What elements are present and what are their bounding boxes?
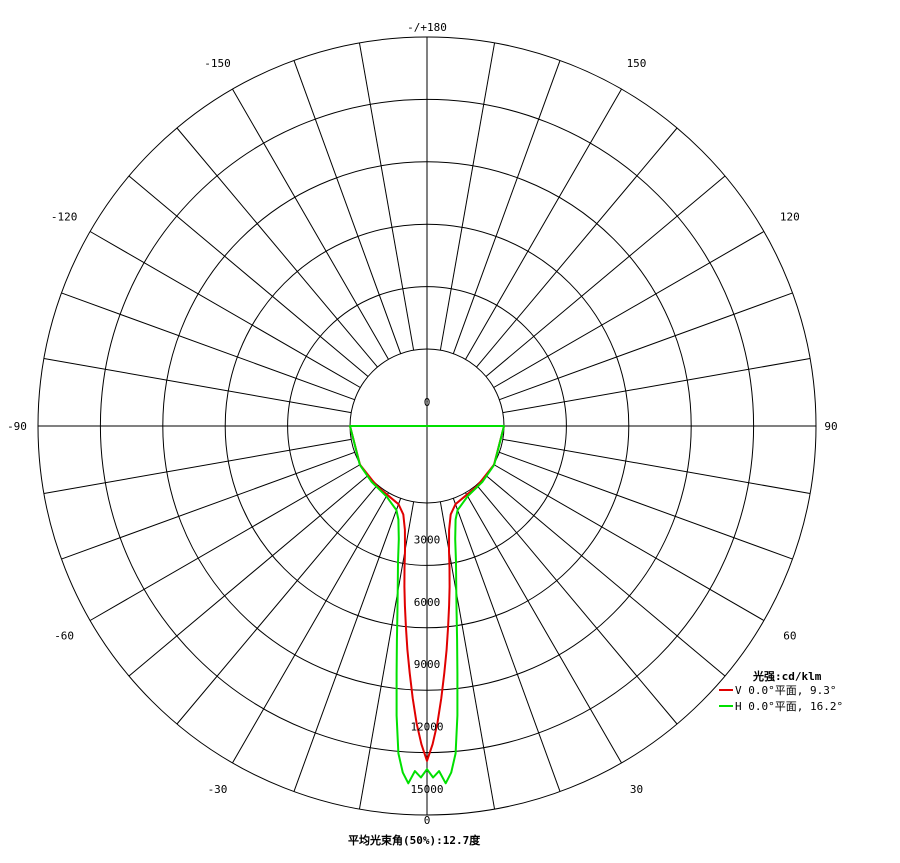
legend-items: V 0.0°平面, 9.3° H 0.0°平面, 16.2° (719, 684, 843, 713)
grid-spoke (43, 438, 352, 495)
grid-spoke (232, 88, 389, 360)
grid-spoke (485, 175, 726, 377)
angle-label: 150 (627, 57, 647, 70)
angle-label: -120 (51, 211, 78, 224)
radial-tick-label: 12000 (410, 721, 443, 734)
grid-spoke (485, 475, 726, 677)
polar-spokes (38, 37, 816, 815)
angle-label: 30 (630, 783, 643, 796)
grid-spoke (502, 357, 811, 414)
grid-spoke (439, 42, 496, 351)
grid-spoke (128, 175, 369, 377)
grid-spoke (493, 464, 765, 621)
legend: 光强:cd/klm V 0.0°平面, 9.3° H 0.0°平面, 16.2° (719, 669, 843, 713)
angle-label: -90 (7, 420, 27, 433)
intensity-curves (349, 425, 505, 785)
grid-spoke (61, 292, 355, 401)
grid-spoke (89, 231, 361, 388)
intensity-curve (349, 425, 505, 762)
grid-spoke (43, 357, 352, 414)
grid-spoke (499, 292, 793, 401)
angle-label: -150 (204, 57, 231, 70)
grid-spoke (476, 484, 678, 725)
radial-tick-label: 6000 (414, 596, 441, 609)
angle-label: -60 (54, 630, 74, 643)
grid-spoke (465, 492, 622, 764)
angle-label: 0 (424, 814, 431, 827)
grid-spoke (176, 127, 378, 368)
grid-spoke (293, 498, 402, 792)
grid-spoke (465, 88, 622, 360)
grid-spoke (452, 60, 561, 354)
grid-spoke (176, 484, 378, 725)
legend-title: 光强:cd/klm (752, 669, 822, 683)
angle-label: -30 (208, 783, 228, 796)
grid-spoke (476, 127, 678, 368)
grid-spoke (502, 438, 811, 495)
grid-spoke (499, 451, 793, 560)
grid-spoke (89, 464, 361, 621)
legend-label: H 0.0°平面, 16.2° (735, 700, 843, 713)
grid-spoke (452, 498, 561, 792)
angle-labels: -/+180 150 120 90 60 30 0 -30 -60 -90 -120 -150 (7, 21, 838, 827)
grid-spoke (493, 231, 765, 388)
grid-spoke (128, 475, 369, 677)
radial-tick-labels: 0 3000 6000 9000 12000 15000 (410, 396, 443, 796)
angle-label: 90 (824, 420, 837, 433)
grid-spoke (293, 60, 402, 354)
grid-spoke (358, 42, 415, 351)
grid-spoke (232, 492, 389, 764)
angle-label: 120 (780, 211, 800, 224)
intensity-curve (349, 425, 505, 785)
angle-label: -/+180 (407, 21, 447, 34)
radial-tick-label: 9000 (414, 658, 441, 671)
legend-label: V 0.0°平面, 9.3° (735, 684, 836, 697)
radial-tick-label: 3000 (414, 533, 441, 546)
radial-tick-label: 0 (424, 396, 431, 409)
radial-tick-label: 15000 (410, 783, 443, 796)
grid-spoke (61, 451, 355, 560)
beam-angle-footer: 平均光束角(50%):12.7度 (348, 833, 481, 847)
angle-label: 60 (783, 630, 796, 643)
